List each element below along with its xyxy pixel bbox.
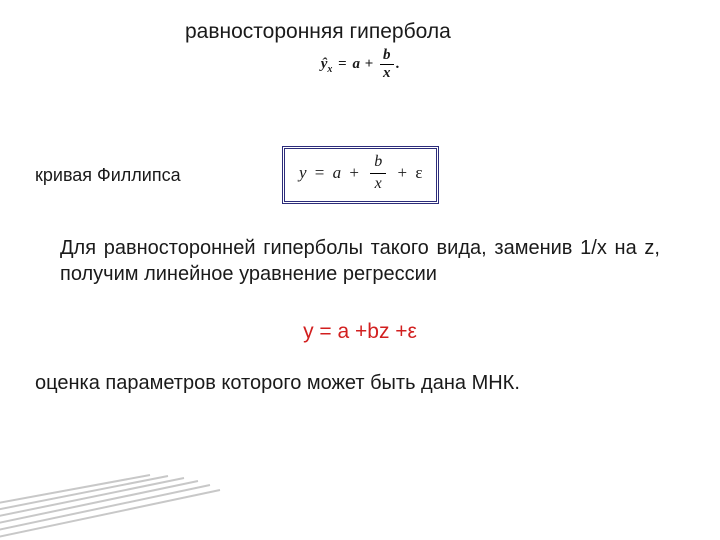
equation-phillips-box: y = a + b x + ε xyxy=(282,146,439,204)
eq1-sub: x xyxy=(327,64,332,75)
eq2-y: y xyxy=(299,163,307,182)
eq1-eqsign: = xyxy=(338,56,347,72)
eq1-plus: + xyxy=(365,56,374,72)
eq1-lhs: ŷx xyxy=(321,56,333,72)
slide-title: равносторонняя гипербола xyxy=(185,20,451,44)
eq2-plus1: + xyxy=(349,163,359,182)
eq2-eps: ε xyxy=(415,163,422,182)
eq1-frac-den: x xyxy=(380,65,394,81)
eq2-plus2: + xyxy=(397,163,407,182)
equation-linear-text: y = a +bz +ε xyxy=(303,320,417,343)
eq1-fraction: b x xyxy=(380,48,394,81)
eq2-a: a xyxy=(333,163,342,182)
eq1-tail: . xyxy=(396,56,400,72)
eq1-frac-num: b xyxy=(380,48,394,65)
eq2-eq: = xyxy=(315,163,325,182)
equation-hyperbola: ŷx = a + b x . xyxy=(300,48,420,81)
equation-linear: y = a +bz +ε xyxy=(0,320,720,344)
paragraph-substitution: Для равносторонней гиперболы такого вида… xyxy=(60,235,660,287)
eq2-fraction: b x xyxy=(370,154,386,193)
paragraph-ols: оценка параметров которого может быть да… xyxy=(35,370,660,396)
corner-lines-decoration xyxy=(0,460,230,540)
eq1-a: a xyxy=(352,56,360,72)
eq2-frac-num: b xyxy=(370,154,386,174)
eq2-frac-den: x xyxy=(370,174,386,193)
phillips-curve-label: кривая Филлипса xyxy=(35,165,181,186)
